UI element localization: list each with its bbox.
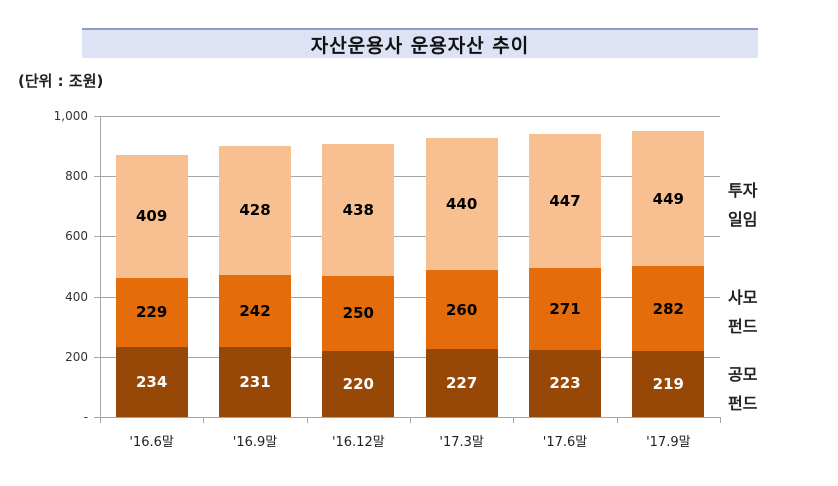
gridline xyxy=(100,176,720,178)
plot-area: 234 229 409 231 242 428 220 250 438 227 260 440 223 2… xyxy=(94,116,721,423)
bar-segment: 282 xyxy=(632,266,705,352)
x-tick xyxy=(203,417,205,423)
x-tick xyxy=(100,417,101,423)
y-tick-label: 600 xyxy=(65,229,88,244)
gridline xyxy=(100,236,720,238)
bar-segment: 447 xyxy=(529,133,601,269)
y-tick xyxy=(94,236,100,238)
y-tick xyxy=(94,417,100,418)
bar-segment: 428 xyxy=(219,145,291,275)
y-tick xyxy=(94,176,100,178)
stacked-bar: 231 242 428 xyxy=(219,145,291,417)
x-tick xyxy=(513,417,515,423)
gridline xyxy=(100,116,720,117)
bar-segment: 438 xyxy=(322,143,395,276)
y-tick xyxy=(94,296,100,298)
y-tick-label: 800 xyxy=(65,169,88,184)
bar-segment: 227 xyxy=(425,348,498,417)
x-tick-label: '16.6말 xyxy=(129,435,174,450)
bar-segment: 223 xyxy=(529,349,601,417)
bar-segment: 409 xyxy=(115,154,188,278)
x-tick xyxy=(616,417,618,423)
bar-segment: 231 xyxy=(219,347,291,417)
bar-segment: 220 xyxy=(322,350,395,417)
x-tick xyxy=(720,417,721,423)
stacked-bar: 234 229 409 xyxy=(115,154,188,417)
gridline xyxy=(100,296,720,298)
bar-segment: 234 xyxy=(115,346,188,417)
legend-item: 투자 일임 xyxy=(728,181,758,229)
y-tick-label: - xyxy=(83,410,88,424)
bar-segment: 242 xyxy=(219,274,291,348)
x-tick-label: '16.12말 xyxy=(331,435,385,450)
y-tick-label: 200 xyxy=(65,349,88,364)
x-tick-label: '17.6말 xyxy=(542,435,588,450)
bar-segment: 440 xyxy=(425,138,498,271)
stacked-bar: 223 271 447 xyxy=(529,133,601,417)
x-tick xyxy=(306,417,308,423)
chart-title: 자산운용사 운용자산 추이 xyxy=(310,34,530,57)
bar-segment: 229 xyxy=(115,277,188,347)
stacked-bar: 220 250 438 xyxy=(322,143,395,417)
bar-segment: 250 xyxy=(322,275,395,351)
bar-segment: 219 xyxy=(632,351,705,417)
legend-item: 사모 펀드 xyxy=(728,288,758,336)
bar-segment: 271 xyxy=(529,268,601,350)
x-tick-label: '17.3말 xyxy=(439,435,484,450)
stacked-bar: 227 260 440 xyxy=(425,138,498,417)
x-tick xyxy=(410,417,411,423)
bar-segment: 449 xyxy=(632,131,705,267)
chart-title-bar: 자산운용사 운용자산 추이 xyxy=(82,28,758,58)
x-tick-label: '17.9말 xyxy=(646,435,691,450)
legend-item: 공모 펀드 xyxy=(728,365,758,413)
bar-segment: 260 xyxy=(425,270,498,349)
x-tick-label: '16.9말 xyxy=(232,435,278,450)
stacked-bar: 219 282 449 xyxy=(632,131,705,417)
y-axis xyxy=(100,116,101,417)
y-tick xyxy=(94,116,100,117)
gridline xyxy=(100,356,720,358)
y-tick xyxy=(94,356,100,358)
y-tick-label: 400 xyxy=(65,289,88,304)
unit-label: (단위 : 조원) xyxy=(18,72,104,90)
y-tick-label: 1,000 xyxy=(53,109,88,123)
